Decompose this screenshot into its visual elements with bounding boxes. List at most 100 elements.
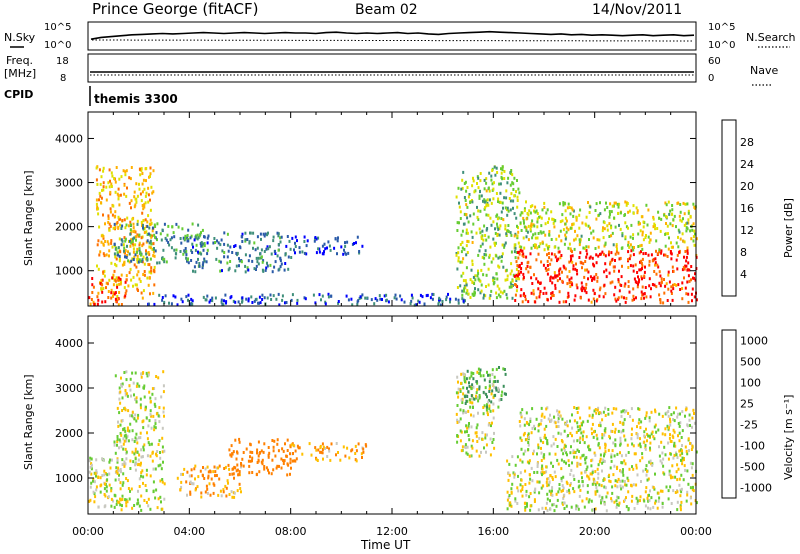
heatmap-cell — [190, 234, 193, 238]
heatmap-cell — [565, 226, 568, 230]
heatmap-cell — [291, 459, 294, 463]
heatmap-cell — [326, 455, 329, 458]
heatmap-cell — [677, 201, 680, 205]
heatmap-cell — [540, 419, 543, 422]
heatmap-cell — [282, 449, 285, 453]
heatmap-cell — [568, 242, 571, 246]
heatmap-cell — [543, 471, 546, 475]
heatmap-cell — [125, 501, 128, 505]
heatmap-cell — [143, 395, 146, 399]
heatmap-cell — [596, 481, 599, 485]
heatmap-cell — [97, 291, 100, 295]
heatmap-cell — [648, 263, 651, 267]
heatmap-cell — [261, 293, 264, 297]
heatmap-cell — [679, 288, 682, 291]
heatmap-cell — [459, 390, 462, 393]
heatmap-cell — [117, 217, 120, 221]
heatmap-cell — [558, 483, 561, 486]
heatmap-cell — [254, 248, 257, 252]
heatmap-cell — [632, 236, 634, 240]
heatmap-cell — [461, 246, 464, 250]
heatmap-cell — [129, 220, 132, 224]
heatmap-cell — [672, 283, 674, 287]
heatmap-cell — [664, 433, 667, 437]
heatmap-cell — [176, 476, 179, 480]
heatmap-cell — [556, 445, 559, 448]
heatmap-cell — [147, 186, 150, 190]
heatmap-cell — [556, 409, 559, 413]
heatmap-cell — [219, 269, 222, 273]
heatmap-cell — [621, 264, 623, 268]
heatmap-cell — [645, 486, 648, 490]
heatmap-cell — [613, 500, 616, 504]
heatmap-cell — [212, 241, 215, 245]
heatmap-cell — [679, 412, 681, 416]
heatmap-cell — [595, 202, 598, 206]
heatmap-cell — [125, 457, 128, 461]
heatmap-cell — [562, 502, 564, 506]
heatmap-cell — [240, 462, 242, 465]
heatmap-cell — [236, 251, 239, 255]
heatmap-cell — [466, 452, 469, 456]
heatmap-cell — [477, 209, 480, 213]
heatmap-cell — [146, 276, 149, 280]
heatmap-cell — [654, 499, 657, 503]
heatmap-cell — [644, 504, 647, 508]
heatmap-cell — [479, 368, 482, 372]
heatmap-cell — [148, 241, 151, 245]
heatmap-cell — [147, 504, 150, 508]
heatmap-cell — [518, 245, 521, 249]
heatmap-cell — [671, 265, 674, 269]
heatmap-cell — [659, 274, 662, 278]
heatmap-cell — [658, 454, 661, 458]
heatmap-cell — [579, 296, 582, 300]
heatmap-cell — [489, 377, 492, 381]
heatmap-cell — [675, 241, 678, 245]
heatmap-cell — [146, 437, 149, 441]
heatmap-cell — [520, 447, 523, 451]
heatmap-cell — [494, 393, 497, 397]
cpid-value: themis 3300 — [94, 92, 178, 106]
heatmap-cell — [464, 395, 467, 399]
heatmap-cell — [580, 431, 583, 435]
heatmap-cell — [586, 490, 589, 494]
heatmap-cell — [539, 281, 542, 285]
heatmap-cell — [478, 454, 481, 458]
heatmap-cell — [479, 190, 481, 194]
heatmap-cell — [594, 490, 597, 494]
heatmap-cell — [499, 200, 502, 204]
heatmap-cell — [645, 414, 648, 418]
heatmap-cell — [657, 265, 660, 269]
heatmap-cell — [344, 454, 347, 458]
heatmap-cell — [681, 451, 684, 455]
heatmap-cell — [546, 497, 549, 501]
heatmap-cell — [670, 292, 673, 295]
heatmap-cell — [542, 441, 545, 444]
heatmap-cell — [210, 477, 213, 481]
heatmap-cell — [456, 286, 459, 289]
heatmap-cell — [131, 239, 134, 243]
heatmap-cell — [588, 498, 591, 502]
heatmap-cell — [483, 256, 486, 260]
heatmap-cell — [504, 224, 507, 228]
heatmap-cell — [102, 236, 105, 240]
heatmap-cell — [184, 237, 187, 241]
heatmap-cell — [561, 279, 564, 283]
heatmap-cell — [662, 301, 665, 305]
heatmap-cell — [102, 169, 105, 173]
heatmap-cell — [478, 194, 481, 198]
heatmap-cell — [122, 472, 125, 476]
heatmap-cell — [296, 239, 298, 243]
heatmap-cell — [619, 227, 622, 231]
heatmap-cell — [113, 242, 116, 246]
heatmap-cell — [360, 452, 363, 456]
heatmap-cell — [278, 464, 280, 468]
heatmap-cell — [519, 248, 522, 252]
heatmap-cell — [685, 222, 688, 226]
heatmap-cell — [597, 463, 600, 467]
heatmap-cell — [562, 496, 565, 500]
heatmap-cell — [529, 252, 532, 256]
heatmap-cell — [156, 222, 159, 226]
heatmap-cell — [609, 281, 612, 285]
heatmap-cell — [112, 499, 114, 503]
